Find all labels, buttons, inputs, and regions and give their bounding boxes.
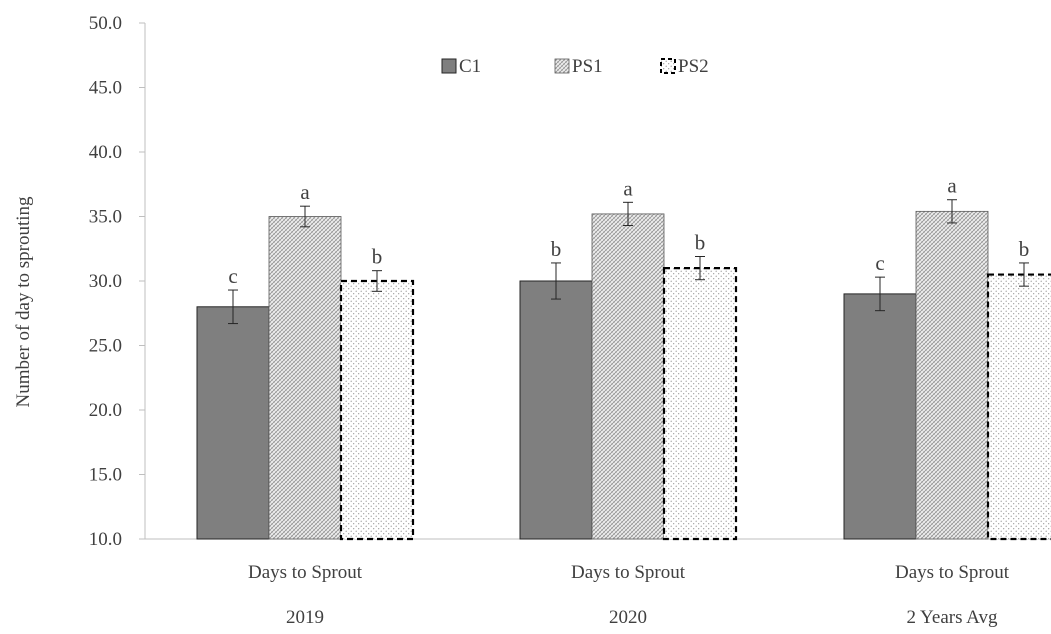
- bar-ps2-1: [662, 267, 738, 541]
- error-bar: [875, 276, 885, 312]
- y-tick-label: 15.0: [89, 465, 122, 486]
- bar-ps1-2: [915, 210, 989, 540]
- bar-ps2-2: [986, 273, 1051, 541]
- y-axis-title: Number of day to sprouting: [13, 196, 34, 408]
- y-tick-label: 20.0: [89, 400, 122, 421]
- legend-label: C1: [459, 56, 481, 77]
- legend: C1 PS1 PS2: [441, 56, 709, 77]
- bar-ps2-0: [339, 279, 415, 541]
- error-bar: [695, 255, 705, 281]
- y-tick-label: 35.0: [89, 207, 122, 228]
- y-tick-label: 25.0: [89, 336, 122, 357]
- legend-swatch: [554, 58, 570, 74]
- significance-letter: a: [947, 174, 957, 198]
- legend-item-ps1: PS1: [554, 56, 603, 77]
- bar-ps1-0: [268, 216, 342, 540]
- y-tick-label: 40.0: [89, 142, 122, 163]
- legend-label: PS2: [678, 56, 709, 77]
- x-group-label: 2020: [609, 607, 647, 628]
- error-bar: [228, 289, 238, 325]
- legend-item-c1: C1: [441, 56, 481, 77]
- bars: c b c a a a b b b: [196, 174, 1051, 541]
- legend-swatch: [660, 58, 676, 74]
- y-tick-label: 50.0: [89, 13, 122, 34]
- x-group-label: 2019: [286, 607, 324, 628]
- bar-c1-1: [519, 280, 593, 540]
- bar-c1-0: [196, 306, 270, 540]
- category-labels: Days to Sprout 2019 Days to Sprout 2020 Days…: [248, 562, 1010, 628]
- significance-letter: c: [875, 251, 884, 275]
- error-bar: [372, 270, 382, 292]
- error-bar: [551, 262, 561, 300]
- significance-letter: b: [372, 245, 383, 269]
- x-category-label: Days to Sprout: [895, 562, 1010, 583]
- significance-letter: c: [228, 264, 237, 288]
- y-tick-label: 45.0: [89, 78, 122, 99]
- y-tick-label: 30.0: [89, 271, 122, 292]
- x-group-label: 2 Years Avg: [907, 607, 998, 628]
- legend-swatch: [441, 58, 457, 74]
- significance-letter: a: [623, 176, 633, 200]
- x-category-label: Days to Sprout: [571, 562, 686, 583]
- bar-c1-2: [843, 293, 917, 540]
- significance-letter: b: [551, 237, 562, 261]
- error-bar: [1019, 262, 1029, 287]
- error-bar: [947, 199, 957, 224]
- legend-item-ps2: PS2: [660, 56, 709, 77]
- bar-ps1-1: [591, 213, 665, 540]
- x-category-label: Days to Sprout: [248, 562, 363, 583]
- y-tick-label: 10.0: [89, 529, 122, 550]
- legend-label: PS1: [572, 56, 603, 77]
- significance-letter: a: [300, 180, 310, 204]
- significance-letter: b: [1019, 237, 1030, 261]
- significance-letter: b: [695, 230, 706, 254]
- error-bar: [300, 205, 310, 228]
- error-bar: [623, 201, 633, 227]
